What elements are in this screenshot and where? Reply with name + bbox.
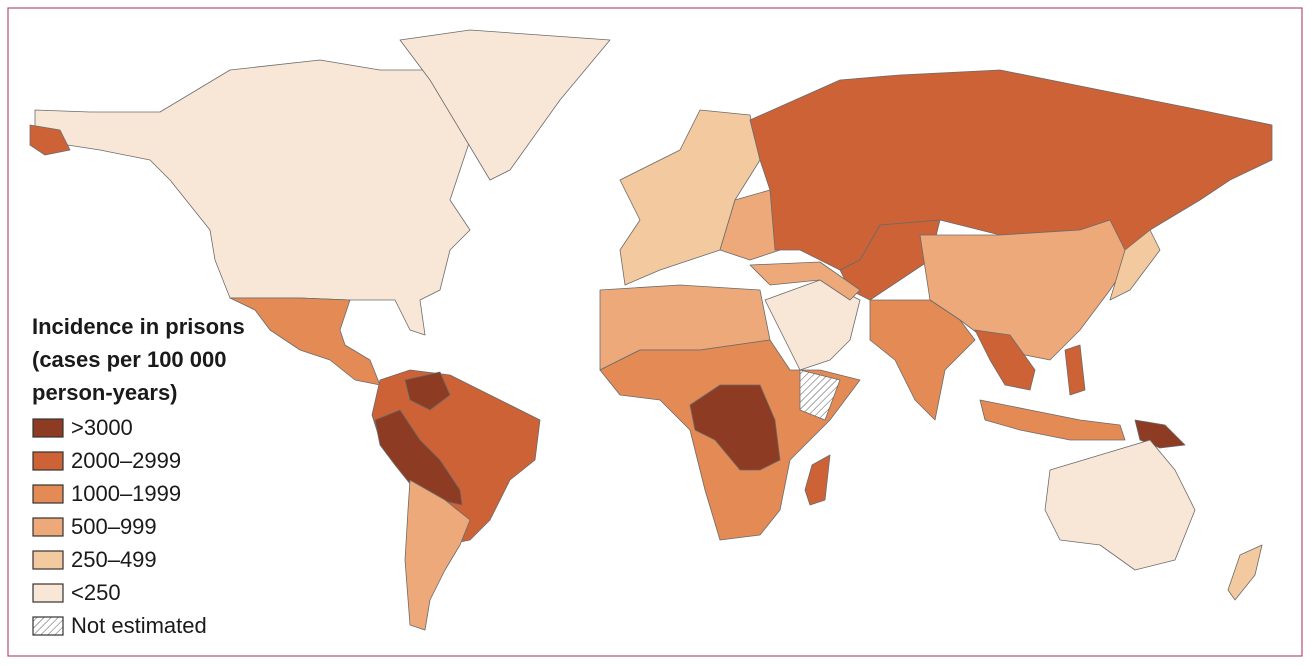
legend-item: 250–499	[32, 543, 262, 576]
somalia	[799, 369, 841, 421]
legend-label: 500–999	[71, 513, 157, 539]
philippines	[1064, 344, 1086, 396]
swatch-fill	[32, 549, 64, 570]
legend: Incidence in prisons (cases per 100 000 …	[32, 310, 262, 642]
legend-items: >3000 2000–2999 1000–1999 500–999 250–499 <25…	[32, 411, 262, 642]
alaska-tip	[29, 124, 71, 156]
legend-label: 250–499	[71, 546, 157, 572]
legend-label: >3000	[71, 414, 133, 440]
new-zealand	[1227, 544, 1263, 601]
countries	[29, 29, 1273, 631]
greenland	[399, 29, 611, 181]
swatch-fill	[32, 516, 64, 537]
turkey-iran	[749, 261, 861, 301]
venezuela	[404, 371, 451, 411]
southern-cone	[404, 479, 471, 631]
legend-swatch	[32, 450, 64, 471]
legend-item: 500–999	[32, 510, 262, 543]
europe-east	[719, 189, 781, 261]
legend-item: 1000–1999	[32, 477, 262, 510]
india	[869, 299, 976, 421]
swatch-fill	[32, 417, 64, 438]
australia	[1044, 439, 1196, 571]
legend-label: 2000–2999	[71, 447, 182, 473]
legend-item: 2000–2999	[32, 444, 262, 477]
legend-swatch	[32, 549, 64, 570]
legend-label: 1000–1999	[71, 480, 182, 506]
swatch-fill	[32, 615, 64, 636]
legend-label: Not estimated	[71, 612, 207, 638]
swatch-fill	[32, 450, 64, 471]
central-africa	[689, 384, 781, 471]
legend-item: <250	[32, 576, 262, 609]
peru-bolivia	[374, 409, 463, 506]
legend-swatch	[32, 417, 64, 438]
swatch-fill	[32, 483, 64, 504]
madagascar	[804, 454, 831, 506]
legend-label: <250	[71, 579, 121, 605]
legend-swatch	[32, 615, 64, 636]
legend-swatch	[32, 516, 64, 537]
japan	[1109, 229, 1161, 301]
indonesia	[979, 399, 1126, 441]
legend-title: Incidence in prisons (cases per 100 000 …	[32, 314, 245, 405]
legend-swatch	[32, 582, 64, 603]
legend-item: Not estimated	[32, 609, 262, 642]
north-america	[34, 59, 471, 336]
southeast-asia	[974, 329, 1036, 391]
legend-swatch	[32, 483, 64, 504]
legend-item: >3000	[32, 411, 262, 444]
swatch-fill	[32, 582, 64, 603]
